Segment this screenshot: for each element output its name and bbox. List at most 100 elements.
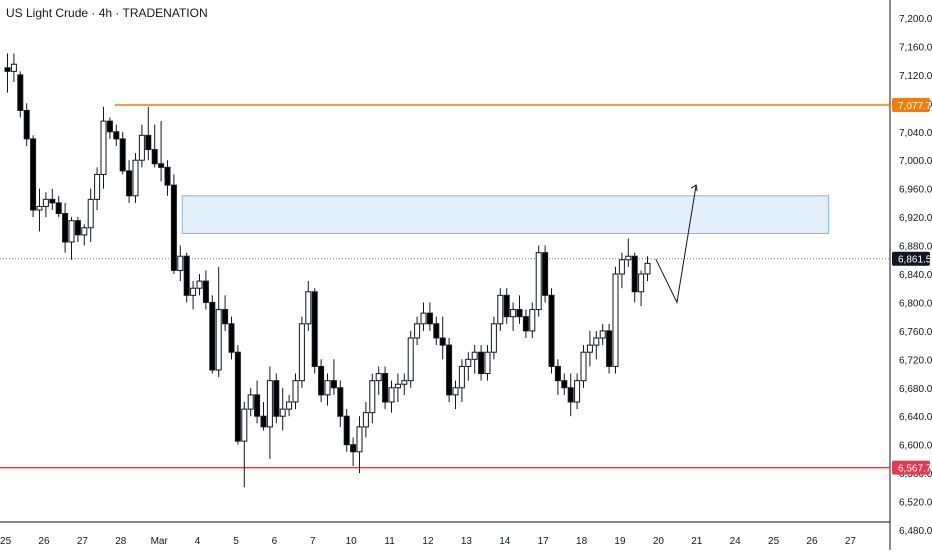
candle-body bbox=[484, 351, 491, 375]
x-tick-label: 20 bbox=[653, 536, 665, 547]
candle-body bbox=[465, 358, 472, 367]
candle-body bbox=[17, 74, 24, 111]
candle-body bbox=[4, 67, 11, 72]
candle-body bbox=[599, 330, 606, 339]
y-tick-label: 6,880.0 bbox=[899, 242, 932, 253]
x-tick-label: 25 bbox=[768, 536, 780, 547]
candle-body bbox=[87, 198, 94, 229]
candle-body bbox=[119, 138, 126, 172]
resistance-price-badge bbox=[892, 97, 930, 112]
candle-body bbox=[126, 170, 133, 197]
candle-body bbox=[324, 380, 331, 396]
y-tick-label: 7,120.0 bbox=[899, 71, 932, 82]
candle-body bbox=[190, 287, 197, 296]
candle-body bbox=[228, 323, 235, 353]
candle-body bbox=[311, 291, 318, 367]
candle-body bbox=[209, 301, 216, 371]
x-tick-label: 27 bbox=[845, 536, 857, 547]
candle-body bbox=[260, 415, 267, 428]
candle-body bbox=[106, 120, 113, 133]
candle-body bbox=[305, 291, 312, 325]
candle-body bbox=[266, 380, 273, 428]
y-tick-label: 7,160.0 bbox=[899, 42, 932, 53]
candle-body bbox=[414, 323, 421, 339]
candle-body bbox=[382, 373, 389, 403]
x-tick-label: 24 bbox=[730, 536, 742, 547]
candle-body bbox=[100, 120, 107, 175]
candle-body bbox=[497, 294, 504, 325]
candle-body bbox=[94, 173, 101, 200]
candle-body bbox=[612, 273, 619, 367]
candle-body bbox=[279, 408, 286, 417]
candle-body bbox=[113, 131, 120, 140]
x-tick-label: Mar bbox=[151, 536, 169, 547]
candle-body bbox=[471, 351, 478, 360]
candle-body bbox=[522, 316, 529, 332]
candle-body bbox=[452, 387, 459, 396]
x-tick-label: 7 bbox=[310, 536, 316, 547]
candle-body bbox=[10, 63, 17, 72]
x-tick-label: 4 bbox=[195, 536, 201, 547]
candle-body bbox=[254, 394, 261, 417]
candle-body bbox=[388, 387, 395, 403]
candle-body bbox=[42, 198, 49, 207]
y-tick-label: 6,720.0 bbox=[899, 355, 932, 366]
x-tick-label: 26 bbox=[806, 536, 818, 547]
y-tick-label: 6,800.0 bbox=[899, 298, 932, 309]
candle-body bbox=[337, 387, 344, 417]
candle-body bbox=[580, 351, 587, 382]
y-tick-label: 6,600.0 bbox=[899, 441, 932, 452]
candle-body bbox=[631, 255, 638, 293]
candle-body bbox=[356, 426, 363, 453]
x-tick-label: 6 bbox=[272, 536, 278, 547]
candle-body bbox=[574, 380, 581, 403]
candle-body bbox=[241, 408, 248, 442]
last-price-badge bbox=[892, 251, 930, 266]
last-price-label: 6,861.5 bbox=[898, 255, 932, 266]
candle-body bbox=[593, 337, 600, 346]
candle-body bbox=[567, 387, 574, 403]
x-tick-label: 10 bbox=[346, 536, 358, 547]
candle-body bbox=[561, 380, 568, 389]
resistance-price-label: 7,077.7 bbox=[898, 101, 932, 112]
y-tick-label: 6,920.0 bbox=[899, 213, 932, 224]
candle-body bbox=[458, 365, 465, 389]
candle-body bbox=[170, 184, 177, 271]
y-tick-label: 6,840.0 bbox=[899, 270, 932, 281]
candle-body bbox=[375, 373, 382, 382]
candle-body bbox=[548, 294, 555, 367]
candle-body bbox=[318, 365, 325, 396]
candle-body bbox=[247, 394, 254, 410]
x-tick-label: 28 bbox=[115, 536, 127, 547]
candle-body bbox=[420, 312, 427, 325]
candle-body bbox=[222, 309, 229, 325]
x-tick-label: 13 bbox=[461, 536, 473, 547]
candle-body bbox=[138, 134, 145, 161]
support-price-label: 6,567.7 bbox=[898, 464, 932, 475]
candle-body bbox=[618, 259, 625, 275]
candle-body bbox=[273, 380, 280, 417]
y-tick-label: 6,680.0 bbox=[899, 384, 932, 395]
candle-body bbox=[535, 252, 542, 311]
candle-body bbox=[196, 280, 203, 289]
candle-body bbox=[164, 166, 171, 186]
candle-body bbox=[433, 323, 440, 339]
x-tick-label: 12 bbox=[422, 536, 434, 547]
x-tick-label: 25 bbox=[0, 536, 12, 547]
candle-body bbox=[516, 309, 523, 318]
candle-body bbox=[490, 323, 497, 353]
candle-body bbox=[55, 202, 62, 215]
x-tick-label: 27 bbox=[77, 536, 89, 547]
candle-body bbox=[478, 351, 485, 375]
candle-body bbox=[330, 380, 337, 389]
candle-body bbox=[36, 205, 43, 211]
candle-body bbox=[529, 309, 536, 332]
candle-body bbox=[394, 383, 401, 389]
x-tick-label: 5 bbox=[233, 536, 239, 547]
candle-body bbox=[362, 412, 369, 428]
x-tick-label: 18 bbox=[576, 536, 588, 547]
candle-body bbox=[158, 163, 165, 168]
candle-body bbox=[625, 255, 632, 261]
